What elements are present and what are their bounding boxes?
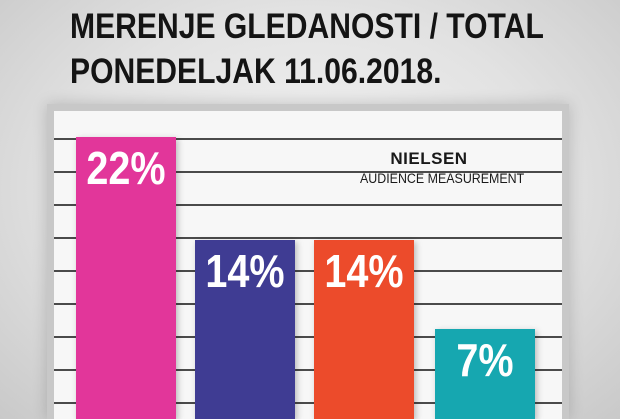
gridline [54,336,562,338]
gridline [54,138,562,140]
bar-value-label: 22% [86,142,166,194]
gridline [54,369,562,371]
title-line-2: PONEDELJAK 11.06.2018. [70,52,442,91]
gridline [54,171,562,173]
bar: 7% [435,329,535,419]
bar-value-label: 7% [456,334,514,386]
gridline [54,402,562,404]
bar: 14% [195,240,295,419]
nielsen-brand: NIELSEN [390,149,468,168]
nielsen-subtitle: AUDIENCE MEASUREMENT [360,171,525,186]
chart-title: MERENJE GLEDANOSTI / TOTAL PONEDELJAK 11… [70,4,544,94]
gridline [54,237,562,239]
chart-board: NIELSEN AUDIENCE MEASUREMENT 22% 14% 14% 7% [47,104,569,419]
title-line-1: MERENJE GLEDANOSTI / TOTAL [70,7,544,46]
nielsen-source: NIELSEN AUDIENCE MEASUREMENT [354,149,525,189]
gridline [54,204,562,206]
bar-value-label: 14% [324,245,404,297]
bar: 14% [314,240,414,419]
gridline [54,303,562,305]
bar-value-label: 14% [205,245,285,297]
bar: 22% [76,137,176,419]
gridline [54,270,562,272]
